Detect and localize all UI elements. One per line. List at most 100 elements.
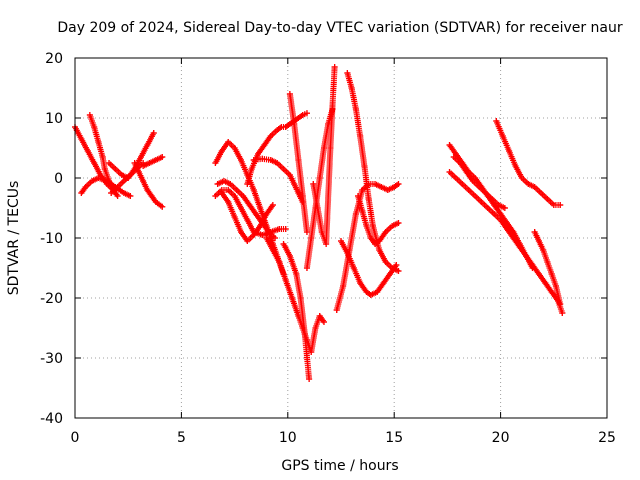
data-point bbox=[357, 280, 364, 286]
data-point bbox=[131, 160, 138, 166]
data-point bbox=[286, 253, 293, 259]
data-point bbox=[367, 235, 374, 241]
data-point bbox=[303, 265, 310, 271]
data-point bbox=[476, 184, 483, 190]
data-point bbox=[346, 247, 353, 253]
data-point bbox=[516, 244, 523, 250]
data-point bbox=[114, 184, 121, 190]
y-axis-label: SDTVAR / TECUs bbox=[6, 181, 22, 296]
series-arc-19 bbox=[338, 238, 400, 298]
data-point bbox=[231, 214, 238, 220]
data-point bbox=[365, 196, 372, 202]
data-point bbox=[286, 91, 293, 97]
data-point bbox=[127, 193, 134, 199]
data-point bbox=[535, 238, 542, 244]
data-point bbox=[148, 193, 155, 199]
data-point bbox=[386, 271, 393, 277]
data-point bbox=[101, 166, 108, 172]
data-point bbox=[220, 178, 227, 184]
data-point bbox=[491, 211, 498, 217]
data-point bbox=[259, 232, 266, 238]
data-point bbox=[214, 181, 221, 187]
data-point bbox=[301, 331, 308, 337]
data-point bbox=[352, 211, 359, 217]
data-point bbox=[395, 268, 402, 274]
data-point bbox=[544, 259, 551, 265]
data-point bbox=[312, 325, 319, 331]
series-arc-3 bbox=[86, 112, 117, 193]
series-arc-24 bbox=[446, 169, 566, 316]
x-tick-label: 5 bbox=[177, 430, 186, 446]
data-point bbox=[361, 163, 368, 169]
data-point bbox=[274, 127, 281, 133]
data-point bbox=[140, 163, 147, 169]
data-point bbox=[559, 310, 566, 316]
plus-markers bbox=[131, 160, 166, 210]
data-point bbox=[450, 154, 457, 160]
data-point bbox=[469, 178, 476, 184]
data-point bbox=[291, 121, 298, 127]
data-point bbox=[365, 181, 372, 187]
data-point bbox=[106, 178, 113, 184]
data-point bbox=[320, 319, 327, 325]
series-arc-16 bbox=[286, 91, 310, 235]
series-arc-18 bbox=[310, 64, 338, 247]
data-point bbox=[310, 181, 317, 187]
data-point bbox=[472, 193, 479, 199]
data-point bbox=[340, 283, 347, 289]
plot-frame bbox=[74, 57, 608, 419]
data-point bbox=[484, 205, 491, 211]
y-tick-label: -30 bbox=[40, 351, 63, 367]
data-point bbox=[548, 289, 555, 295]
data-point bbox=[323, 241, 330, 247]
data-point bbox=[295, 115, 302, 121]
data-point bbox=[389, 265, 396, 271]
data-point bbox=[552, 283, 559, 289]
data-point bbox=[261, 142, 268, 148]
series-arc-20 bbox=[344, 70, 402, 274]
x-tick-label: 0 bbox=[71, 430, 80, 446]
data-point bbox=[357, 133, 364, 139]
data-point bbox=[280, 166, 287, 172]
data-point bbox=[380, 280, 387, 286]
y-tick-label: 10 bbox=[45, 111, 63, 127]
series-arc-14 bbox=[263, 235, 327, 355]
data-point bbox=[137, 154, 144, 160]
data-point bbox=[393, 262, 400, 268]
data-point bbox=[244, 238, 251, 244]
data-point bbox=[465, 187, 472, 193]
data-point bbox=[395, 181, 402, 187]
data-point bbox=[274, 160, 281, 166]
data-point bbox=[506, 148, 513, 154]
data-point bbox=[263, 235, 270, 241]
data-point bbox=[269, 247, 276, 253]
data-point bbox=[384, 187, 391, 193]
chart-title: Day 209 of 2024, Sidereal Day-to-day VTE… bbox=[57, 20, 623, 36]
plus-markers bbox=[493, 118, 564, 208]
x-tick-label: 20 bbox=[492, 430, 510, 446]
data-point bbox=[363, 289, 370, 295]
x-axis-label: GPS time / hours bbox=[281, 458, 398, 474]
data-point bbox=[478, 199, 485, 205]
data-point bbox=[529, 262, 536, 268]
data-point bbox=[120, 178, 127, 184]
data-point bbox=[125, 175, 132, 181]
data-point bbox=[293, 271, 300, 277]
data-point bbox=[316, 313, 323, 319]
series-arc-5 bbox=[106, 130, 157, 181]
data-point bbox=[120, 190, 127, 196]
data-point bbox=[114, 193, 121, 199]
data-point bbox=[499, 133, 506, 139]
data-point bbox=[497, 217, 504, 223]
data-point bbox=[518, 175, 525, 181]
data-point bbox=[382, 259, 389, 265]
data-point bbox=[152, 157, 159, 163]
data-point bbox=[459, 181, 466, 187]
data-point bbox=[118, 172, 125, 178]
data-point bbox=[257, 223, 264, 229]
data-point bbox=[557, 202, 564, 208]
data-point bbox=[544, 196, 551, 202]
data-point bbox=[493, 118, 500, 124]
data-point bbox=[86, 112, 93, 118]
